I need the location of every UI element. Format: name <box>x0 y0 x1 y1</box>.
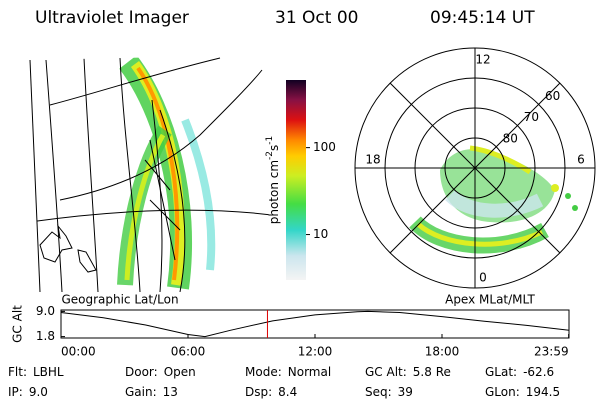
info-label: Mode: <box>245 365 282 379</box>
polar-ring <box>444 137 506 199</box>
map-frame <box>29 59 41 293</box>
aurora-spot <box>565 193 571 199</box>
info-value: 5.8 Re <box>413 365 451 379</box>
title: Ultraviolet Imager <box>35 8 189 28</box>
info-value: -62.6 <box>523 365 554 379</box>
x-tick-label: 12:00 <box>298 345 333 359</box>
info-label: Dsp: <box>245 385 272 399</box>
polar-label: Apex MLat/MLT <box>445 293 535 307</box>
info-field: Mode: Normal <box>245 365 331 379</box>
aurora-band <box>469 145 532 175</box>
info-label: Flt: <box>8 365 27 379</box>
polar-ring <box>414 107 536 229</box>
map-line <box>45 59 63 292</box>
info-field: Seq: 39 <box>365 385 413 399</box>
polar-image <box>409 145 578 254</box>
x-tick-label: 23:59 <box>534 345 569 359</box>
info-label: Gain: <box>125 385 157 399</box>
colorbar-label-text: s <box>267 145 281 151</box>
map-line <box>144 139 181 261</box>
info-label: GLon: <box>485 385 520 399</box>
info-value: 8.4 <box>278 385 297 399</box>
info-value: 13 <box>163 385 178 399</box>
info-field: Door: Open <box>125 365 196 379</box>
map-line <box>30 209 272 223</box>
info-label: GC Alt: <box>365 365 407 379</box>
colorbar-tick-label: 100 <box>313 140 336 154</box>
polar-lat-label: 70 <box>524 110 539 124</box>
colorbar <box>286 80 306 280</box>
aurora-region <box>445 189 544 218</box>
colorbar-label-exp: -1 <box>265 136 275 145</box>
polar-mlt-label: 18 <box>365 153 380 167</box>
map-line <box>83 57 99 292</box>
time: 09:45:14 UT <box>430 8 535 28</box>
info-field: GC Alt: 5.8 Re <box>365 365 451 379</box>
x-tick-label: 00:00 <box>61 345 96 359</box>
aurora-spot <box>572 205 578 211</box>
aurora-band <box>416 222 544 247</box>
info-value: LBHL <box>33 365 64 379</box>
info-field: Flt: LBHL <box>8 365 64 379</box>
info-label: IP: <box>8 385 23 399</box>
colorbar-label-text: photon cm <box>267 160 281 224</box>
polar-mlt-label: 12 <box>475 53 490 67</box>
altitude-line <box>60 310 570 338</box>
info-value: 39 <box>398 385 413 399</box>
info-field: GLon: 194.5 <box>485 385 560 399</box>
info-value: Open <box>164 365 196 379</box>
info-label: GLat: <box>485 365 517 379</box>
info-field: Dsp: 8.4 <box>245 385 297 399</box>
map-line <box>151 99 163 292</box>
info-field: Gain: 13 <box>125 385 178 399</box>
map-line <box>49 57 221 106</box>
colorbar-label-exp: -2 <box>265 151 275 160</box>
aurora-band <box>136 66 180 281</box>
coastline <box>39 224 97 273</box>
map-line <box>59 69 263 201</box>
info-label: Seq: <box>365 385 392 399</box>
map-line <box>159 109 186 292</box>
polar-mlt-label: 0 <box>479 271 487 285</box>
info-value: 9.0 <box>29 385 48 399</box>
x-tick-label: 06:00 <box>171 345 206 359</box>
x-tick-label: 18:00 <box>425 345 460 359</box>
y-tick-label: 9.0 <box>36 304 55 318</box>
y-tick-label: 1.8 <box>36 329 55 343</box>
info-value: 194.5 <box>526 385 560 399</box>
date: 31 Oct 00 <box>275 8 358 28</box>
aurora-band <box>117 125 172 286</box>
map-image <box>30 55 272 292</box>
aurora-spot <box>551 184 559 192</box>
aurora-band <box>181 118 216 271</box>
info-field: IP: 9.0 <box>8 385 48 399</box>
info-field: GLat: -62.6 <box>485 365 554 379</box>
info-label: Door: <box>125 365 158 379</box>
map-label: Geographic Lat/Lon <box>61 293 178 307</box>
info-value: Normal <box>288 365 331 379</box>
polar-lat-label: 60 <box>545 89 560 103</box>
polar-mlt-label: 6 <box>577 153 585 167</box>
altitude-ylabel: GC Alt <box>11 305 25 343</box>
colorbar-tick-label: 10 <box>313 227 328 241</box>
polar-lat-label: 80 <box>503 131 518 145</box>
colorbar-label: photon cm-2s-1 <box>265 136 281 225</box>
polar-ring <box>384 77 566 259</box>
